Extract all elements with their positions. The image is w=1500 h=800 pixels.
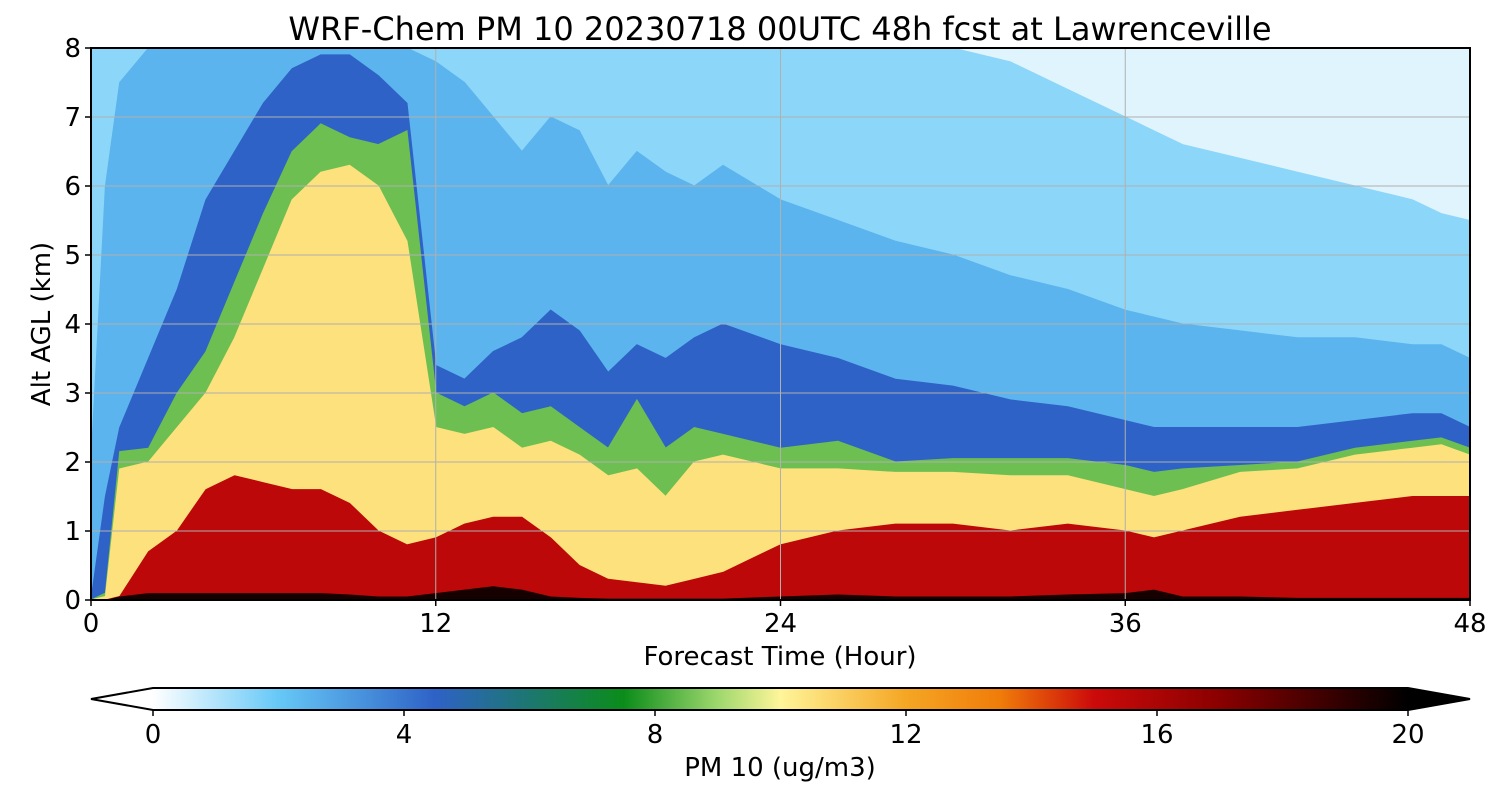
y-tick-label: 0: [64, 586, 81, 616]
x-tick-label: 48: [1453, 609, 1486, 639]
x-tick-label: 36: [1109, 609, 1142, 639]
y-tick-label: 6: [64, 172, 81, 202]
y-tick-label: 3: [64, 379, 81, 409]
colorbar-ticks: 0 4 8 12 16 20: [145, 710, 1425, 750]
y-axis: 0 1 2 3 4 5 6 7 8: [64, 34, 91, 616]
y-tick-label: 4: [64, 310, 81, 340]
x-axis: 0 12 24 36 48: [83, 600, 1487, 639]
y-tick-label: 8: [64, 34, 81, 64]
plot-area: [90, 47, 1471, 601]
x-axis-label: Forecast Time (Hour): [643, 642, 916, 672]
colorbar-tick-label: 12: [889, 720, 922, 750]
y-tick-label: 1: [64, 517, 81, 547]
colorbar-tick-label: 20: [1391, 720, 1424, 750]
colorbar-extend-high: [1408, 688, 1470, 710]
y-tick-label: 2: [64, 448, 81, 478]
colorbar-extend-low: [91, 688, 153, 710]
y-tick-label: 5: [64, 241, 81, 271]
y-axis-label: Alt AGL (km): [27, 242, 57, 406]
colorbar-tick-label: 16: [1140, 720, 1173, 750]
colorbar-tick-label: 8: [647, 720, 664, 750]
colorbar-label: PM 10 (ug/m3): [684, 753, 876, 783]
x-tick-label: 24: [764, 609, 797, 639]
grid-lines: [91, 48, 1470, 600]
chart-title: WRF-Chem PM 10 20230718 00UTC 48h fcst a…: [288, 10, 1271, 48]
colorbar-tick-label: 0: [145, 720, 162, 750]
colorbar: 0 4 8 12 16 20 PM 10 (ug/m3): [90, 687, 1471, 783]
x-tick-label: 12: [419, 609, 452, 639]
y-tick-label: 7: [64, 103, 81, 133]
x-tick-label: 0: [83, 609, 100, 639]
colorbar-tick-label: 4: [396, 720, 413, 750]
colorbar-gradient: [153, 688, 1408, 710]
